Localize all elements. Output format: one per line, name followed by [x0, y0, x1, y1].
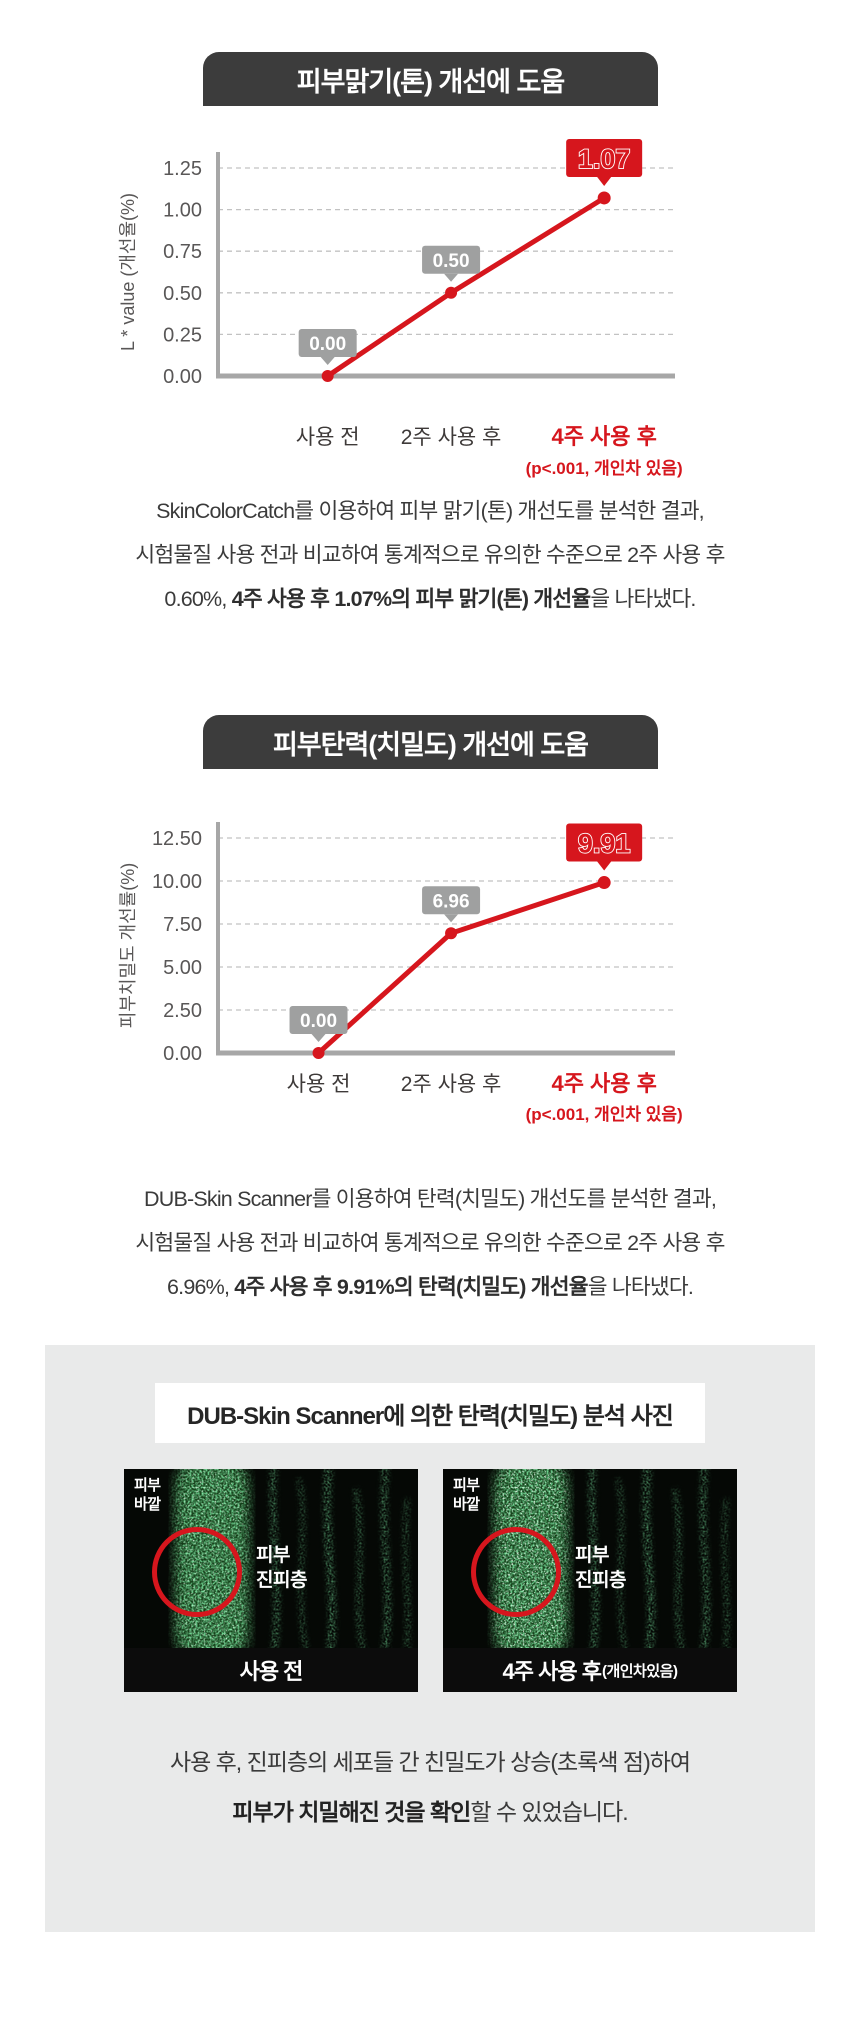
y-tick-label: 2.50 [163, 1000, 202, 1022]
scan-image-before: 피부 바깥 피부 진피층 사용 전 [124, 1469, 418, 1692]
y-tick-label: 0.00 [163, 1043, 202, 1065]
x-tick-label: 2주 사용 후 [401, 426, 502, 449]
line-chart: 0.00 2.50 5.00 7.50 10.00 12.50 피부치밀도 개선률(%) 0.… [118, 822, 683, 1124]
text-line: 사용 후, 진피층의 세포들 간 친밀도가 상승(초록색 점)하여 [169, 1749, 691, 1775]
scan-caption: 사용 전 [239, 1659, 304, 1684]
data-point [445, 927, 458, 940]
data-point [597, 191, 611, 205]
banner-title: 피부맑기(톤) 개선에 도움 [296, 66, 565, 97]
value-badge-label: 6.96 [433, 891, 470, 912]
scan-image-row: 피부 바깥 피부 진피층 사용 전 [124, 1469, 737, 1692]
value-badge [422, 886, 481, 915]
y-tick-label: 0.25 [163, 324, 202, 346]
x-tick-label: 사용 전 [287, 1073, 351, 1096]
text-line: 시험물질 사용 전과 비교하여 통계적으로 유의한 수준으로 2주 사용 후 [135, 1231, 725, 1255]
text-line: 시험물질 사용 전과 비교하여 통계적으로 유의한 수준으로 2주 사용 후 [135, 543, 725, 567]
y-tick-label: 12.50 [152, 828, 202, 850]
x-tick-label: 2주 사용 후 [401, 1073, 502, 1096]
analysis-text-skin-density: DUB-Skin Scanner를 이용하여 탄력(치밀도) 개선도를 분석한 … [0, 1177, 860, 1309]
text-line: 피부가 치밀해진 것을 확인할 수 있었습니다. [232, 1799, 628, 1825]
photo-panel-conclusion: 사용 후, 진피층의 세포들 간 친밀도가 상승(초록색 점)하여 피부가 치밀… [45, 1737, 815, 1837]
photo-panel-title: DUB-Skin Scanner에 의한 탄력(치밀도) 분석 사진 [187, 1402, 674, 1430]
label-skin-outside: 피부 바깥 [453, 1477, 480, 1513]
value-badge-tail [444, 914, 459, 923]
x-tick-label: 사용 전 [296, 426, 360, 449]
highlight-conclusion: 피부가 치밀해진 것을 확인 [232, 1799, 471, 1825]
value-badge-tail [597, 176, 612, 186]
line-chart: 0.00 0.25 0.50 0.75 1.00 1.25 L * value (개선율(%… [118, 138, 683, 478]
analysis-text-skin-tone: SkinColorCatch를 이용하여 피부 맑기(톤) 개선도를 분석한 결… [0, 489, 860, 621]
value-badge-tail [320, 357, 335, 365]
value-badge-label: 0.00 [309, 334, 346, 355]
value-badge [298, 329, 357, 357]
data-series-line [325, 195, 607, 379]
highlight-result: 4주 사용 후 9.91%의 탄력(치밀도) 개선율 [234, 1275, 588, 1299]
banner-title: 피부탄력(치밀도) 개선에 도움 [272, 729, 589, 760]
data-point [597, 876, 611, 890]
chart-skin-density: 0.00 2.50 5.00 7.50 10.00 12.50 피부치밀도 개선률(%) 0.… [90, 800, 770, 1135]
dermis-highlight-circle [471, 1527, 561, 1617]
y-axis-title: 피부치밀도 개선률(%) [118, 863, 138, 1028]
text-line: 6.96%, 4주 사용 후 9.91%의 탄력(치밀도) 개선율을 나타냈다. [166, 1275, 694, 1299]
scan-caption-bar: 사용 전 [124, 1648, 418, 1692]
y-tick-label: 0.50 [163, 283, 202, 305]
text-line: SkinColorCatch를 이용하여 피부 맑기(톤) 개선도를 분석한 결… [156, 499, 705, 523]
section-banner-skin-density: 피부탄력(치밀도) 개선에 도움 [203, 715, 658, 769]
value-badge [289, 1006, 348, 1034]
y-tick-label: 1.00 [163, 200, 202, 222]
y-tick-label: 0.75 [163, 241, 202, 263]
value-badge-label: 1.07 [578, 144, 631, 174]
dermis-highlight-circle [152, 1527, 242, 1617]
highlight-result: 4주 사용 후 1.07%의 피부 맑기(톤) 개선율 [231, 587, 591, 611]
data-point [445, 286, 458, 299]
scan-caption: 4주 사용 후 [502, 1659, 602, 1684]
photo-analysis-panel: DUB-Skin Scanner에 의한 탄력(치밀도) 분석 사진 피부 [45, 1345, 815, 1932]
scan-caption-bar: 4주 사용 후 (개인차있음) [443, 1648, 737, 1692]
value-badge-label: 9.91 [578, 829, 631, 859]
value-badge [422, 245, 481, 274]
value-badge-tail [444, 273, 459, 282]
x-tick-label: 4주 사용 후 [551, 1071, 656, 1096]
photo-panel-title-box: DUB-Skin Scanner에 의한 탄력(치밀도) 분석 사진 [155, 1383, 705, 1443]
x-axis-note: (p<.001, 개인차 있음) [526, 459, 683, 478]
value-badge-tail [311, 1034, 326, 1042]
x-tick-label: 4주 사용 후 [551, 424, 656, 449]
y-tick-label: 0.00 [163, 366, 202, 388]
value-badge-label: 0.00 [300, 1011, 337, 1032]
section-banner-skin-tone: 피부맑기(톤) 개선에 도움 [203, 52, 658, 106]
text-line: DUB-Skin Scanner를 이용하여 탄력(치밀도) 개선도를 분석한 … [143, 1187, 717, 1211]
y-tick-label: 10.00 [152, 871, 202, 893]
x-axis-note: (p<.001, 개인차 있음) [526, 1105, 683, 1124]
value-badge [566, 823, 643, 862]
scan-caption-note: (개인차있음) [601, 1662, 678, 1680]
label-dermis-layer: 피부 진피층 [256, 1545, 307, 1591]
skin-scan-texture [124, 1469, 418, 1648]
scan-image-after-4weeks: 피부 바깥 피부 진피층 4주 사용 후 (개인차있음) [443, 1469, 737, 1692]
y-tick-label: 7.50 [163, 914, 202, 936]
label-skin-outside: 피부 바깥 [134, 1477, 161, 1513]
value-badge-tail [597, 861, 612, 871]
y-tick-label: 1.25 [163, 158, 202, 180]
y-axis-title: L * value (개선율(%) [118, 193, 138, 351]
text-line: 0.60%, 4주 사용 후 1.07%의 피부 맑기(톤) 개선율을 나타냈다… [164, 587, 696, 611]
value-badge [566, 138, 643, 177]
data-point [321, 370, 334, 382]
value-badge-label: 0.50 [433, 251, 470, 272]
data-point [312, 1047, 325, 1059]
y-tick-label: 5.00 [163, 957, 202, 979]
label-dermis-layer: 피부 진피층 [575, 1545, 626, 1591]
chart-skin-tone: 0.00 0.25 0.50 0.75 1.00 1.25 L * value (개선율(%… [90, 112, 770, 495]
